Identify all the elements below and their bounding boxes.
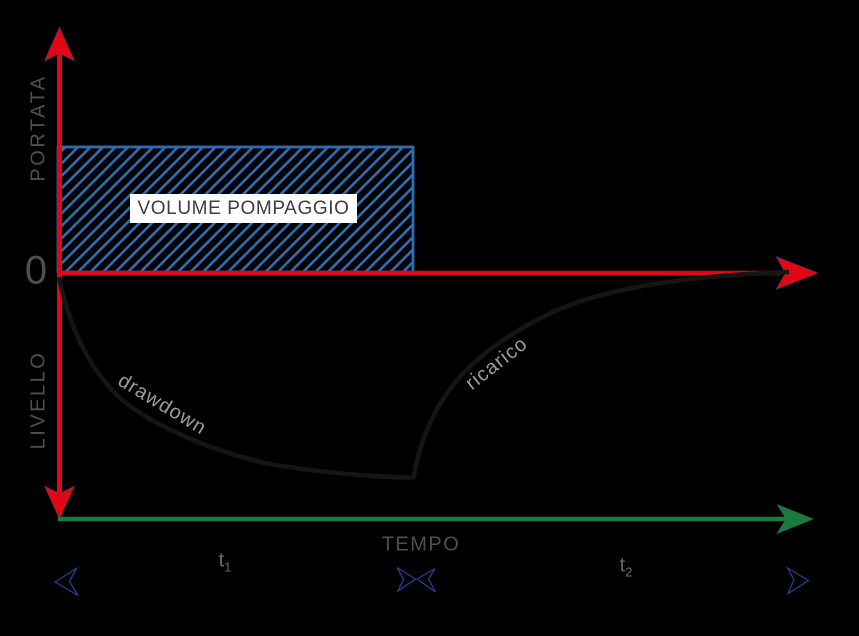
volume-pompaggio-box: VOLUME POMPAGGIO bbox=[130, 194, 357, 223]
x-axis-label: TEMPO bbox=[381, 533, 461, 556]
t1-base: t bbox=[218, 549, 225, 572]
t2-interval-label: t2 bbox=[619, 554, 633, 580]
y-axis-bottom-arrowhead-icon bbox=[43, 485, 76, 521]
t1-left-chevron-icon bbox=[53, 566, 79, 597]
y-axis-top-arrowhead-icon bbox=[43, 25, 76, 62]
y-axis-lower-label: LIVELLO bbox=[27, 350, 50, 450]
t2-left-chevron-icon bbox=[415, 567, 437, 593]
t1-interval-label: t1 bbox=[218, 549, 232, 575]
t2-subscript: 2 bbox=[625, 564, 633, 580]
y-axis-upper-label: PORTATA bbox=[27, 74, 50, 182]
time-axis-arrowhead-icon bbox=[776, 504, 814, 534]
level-curve bbox=[56, 269, 790, 480]
volume-pompaggio-label: VOLUME POMPAGGIO bbox=[137, 197, 350, 219]
t2-right-chevron-icon bbox=[785, 566, 810, 596]
t1-right-chevron-icon bbox=[396, 566, 417, 593]
t2-base: t bbox=[619, 554, 626, 577]
origin-zero-label: 0 bbox=[24, 248, 48, 293]
t1-subscript: 1 bbox=[224, 559, 232, 575]
